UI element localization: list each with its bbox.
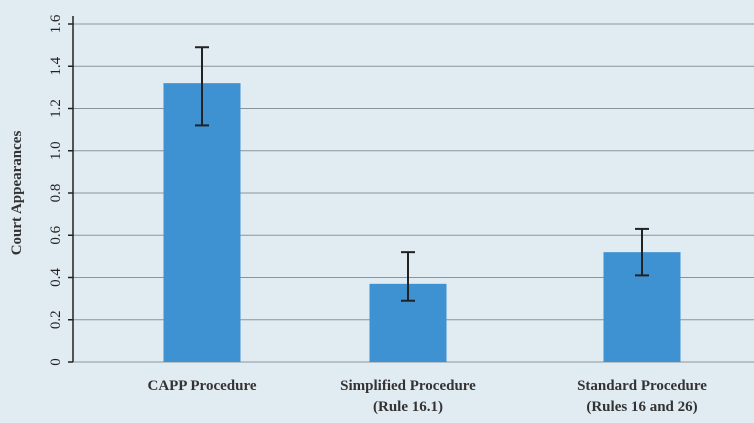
x-category-label: (Rule 16.1) xyxy=(373,399,443,415)
x-category-label: Simplified Procedure xyxy=(340,378,476,394)
y-tick-label: 0.8 xyxy=(48,184,64,203)
y-tick-label: 1.0 xyxy=(48,141,64,160)
y-axis-title: Court Appearances xyxy=(9,131,25,256)
bar xyxy=(163,83,241,363)
y-tick-label: 0.2 xyxy=(48,310,64,329)
y-tick-label: 1.4 xyxy=(48,56,64,75)
y-tick-label: 0.6 xyxy=(48,225,64,244)
bar-layer xyxy=(163,83,681,363)
y-tick-label: 0.4 xyxy=(48,268,64,287)
x-category-label: Standard Procedure xyxy=(577,378,707,394)
x-category-label: (Rules 16 and 26) xyxy=(586,399,697,415)
x-category-labels: CAPP Procedure Simplified Procedure (Rule … xyxy=(147,378,707,415)
y-tick-label: 1.6 xyxy=(48,14,64,33)
y-tick-label: 1.2 xyxy=(48,99,64,118)
error-bar-layer xyxy=(195,46,649,302)
y-tick-label: 0 xyxy=(48,358,64,366)
y-tick-labels: 0 0.2 0.4 0.6 0.8 1.0 1.2 1.4 1.6 xyxy=(48,14,64,366)
x-category-label: CAPP Procedure xyxy=(147,378,256,394)
